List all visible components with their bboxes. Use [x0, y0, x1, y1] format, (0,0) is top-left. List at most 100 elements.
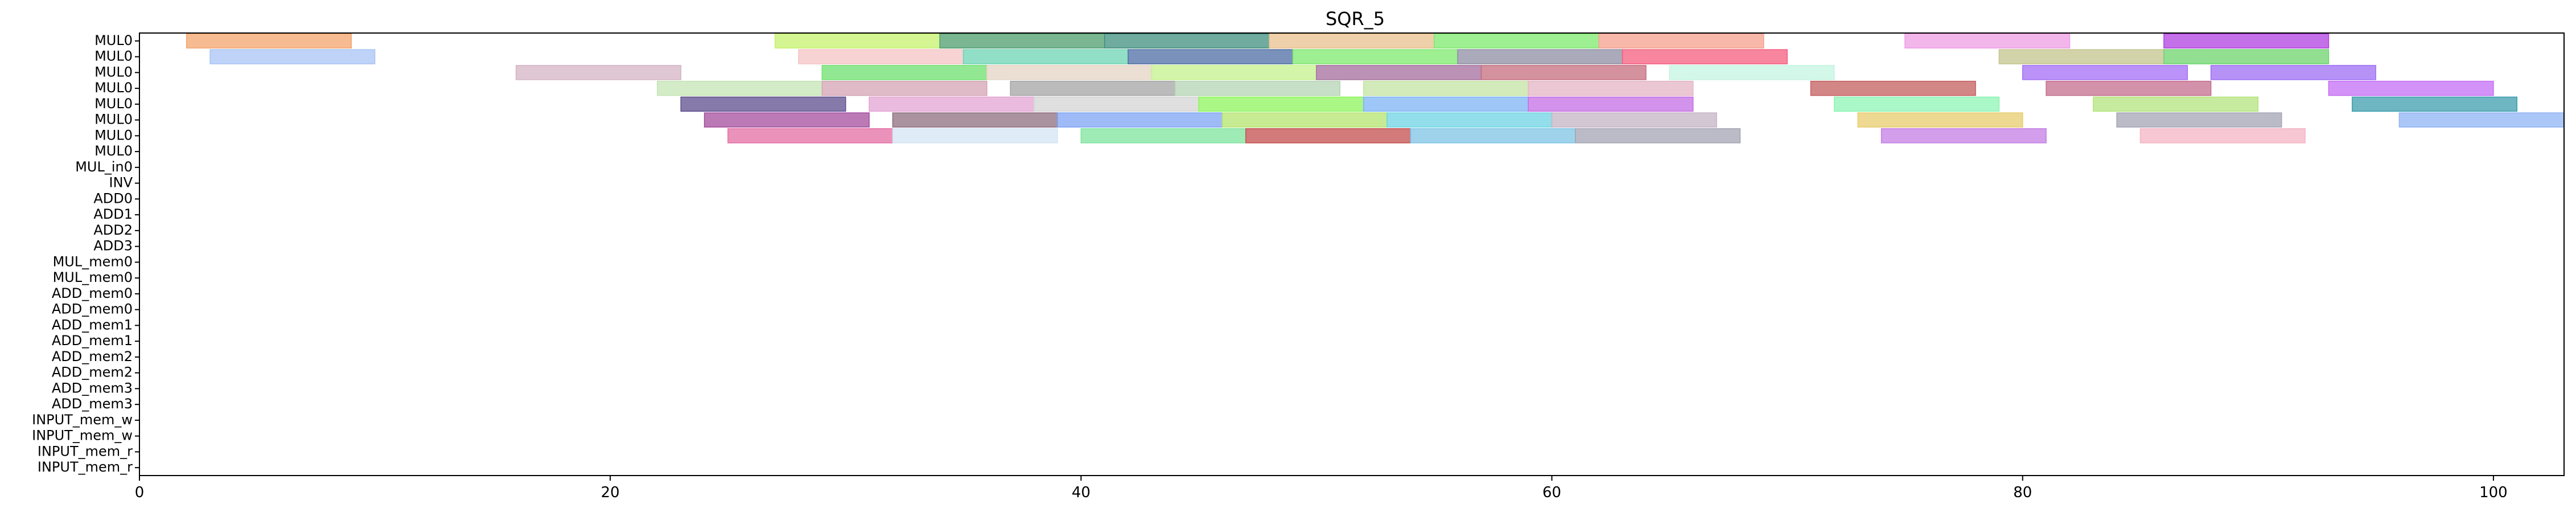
- row-label: ADD3: [93, 238, 133, 254]
- task-bar: [1904, 33, 2071, 49]
- row-label: ADD_mem1: [52, 317, 133, 333]
- row-label: ADD_mem2: [52, 349, 133, 364]
- task-bar: [1551, 112, 1717, 128]
- task-bar: [2163, 49, 2330, 64]
- task-bar: [1834, 96, 2000, 112]
- task-bar: [1057, 112, 1223, 128]
- row-label: MUL0: [94, 48, 133, 64]
- task-bar: [2116, 112, 2282, 128]
- row-label: MUL0: [94, 96, 133, 112]
- chart-title: SQR_5: [1326, 8, 1385, 30]
- row-label: INPUT_mem_w: [32, 428, 133, 444]
- task-bar: [1457, 49, 1623, 64]
- x-tick-label: 20: [601, 484, 620, 501]
- row-label: ADD_mem1: [52, 333, 133, 349]
- row-label: MUL_mem0: [53, 269, 133, 285]
- row-label: INPUT_mem_w: [32, 412, 133, 428]
- row-label: MUL0: [94, 127, 133, 143]
- row-label: ADD_mem2: [52, 364, 133, 380]
- task-bar: [1127, 49, 1294, 64]
- task-bar: [2022, 65, 2188, 80]
- x-tick-label: 40: [1072, 484, 1091, 501]
- task-bar: [1880, 128, 2047, 144]
- task-bar: [2163, 33, 2330, 49]
- row-label: INV: [109, 175, 133, 191]
- row-label: ADD1: [93, 206, 133, 222]
- task-bar: [1528, 80, 1694, 96]
- task-bar: [1316, 65, 1482, 80]
- task-bar: [680, 96, 846, 112]
- x-tick-label: 60: [1542, 484, 1561, 501]
- row-label: MUL_mem0: [53, 253, 133, 269]
- task-bars: [186, 33, 2565, 144]
- task-bar: [2093, 96, 2259, 112]
- row-label: ADD2: [93, 222, 133, 238]
- task-bar: [1363, 96, 1529, 112]
- task-bar: [1292, 49, 1458, 64]
- task-bar: [1622, 49, 1788, 64]
- task-bar: [1198, 96, 1364, 112]
- task-bar: [1363, 80, 1529, 96]
- task-bar: [821, 80, 987, 96]
- task-bar: [1010, 80, 1176, 96]
- row-label: INPUT_mem_r: [38, 443, 133, 459]
- task-bar: [1386, 112, 1553, 128]
- task-bar: [2398, 112, 2565, 128]
- task-bar: [1575, 128, 1741, 144]
- task-bar: [1810, 80, 1976, 96]
- task-bar: [1434, 33, 1600, 49]
- task-bar: [1151, 65, 1317, 80]
- x-tick-label: 80: [2013, 484, 2032, 501]
- task-bar: [1857, 112, 2023, 128]
- task-bar: [2352, 96, 2518, 112]
- task-bar: [1245, 128, 1412, 144]
- row-label: ADD_mem0: [52, 301, 133, 317]
- task-bar: [2139, 128, 2306, 144]
- task-bar: [1221, 112, 1388, 128]
- task-bar: [962, 49, 1129, 64]
- row-label: ADD_mem3: [52, 396, 133, 412]
- task-bar: [1528, 96, 1694, 112]
- task-bar: [2328, 80, 2494, 96]
- row-label: ADD0: [93, 190, 133, 206]
- x-axis-ticks: 0 20 40 60 80 100: [135, 476, 2508, 501]
- row-label: MUL0: [94, 64, 133, 80]
- row-label: ADD_mem3: [52, 380, 133, 396]
- task-bar: [1669, 65, 1835, 80]
- task-bar: [1410, 128, 1576, 144]
- task-bar: [892, 112, 1058, 128]
- task-bar: [727, 128, 894, 144]
- row-label: MUL0: [94, 143, 133, 159]
- task-bar: [939, 33, 1105, 49]
- task-bar: [1598, 33, 1764, 49]
- task-bar: [2210, 65, 2376, 80]
- row-label: MUL0: [94, 80, 133, 96]
- task-bar: [892, 128, 1058, 144]
- x-tick-label: 100: [2479, 484, 2508, 501]
- task-bar: [798, 49, 964, 64]
- task-bar: [1998, 49, 2165, 64]
- task-bar: [986, 65, 1153, 80]
- x-tick-label: 0: [135, 484, 145, 501]
- row-label: MUL0: [94, 112, 133, 128]
- row-label: ADD_mem0: [52, 285, 133, 301]
- row-label: INPUT_mem_r: [38, 459, 133, 475]
- task-bar: [869, 96, 1035, 112]
- plot-frame: [139, 32, 2565, 476]
- task-bar: [209, 49, 376, 64]
- task-bar: [1175, 80, 1341, 96]
- task-bar: [1104, 33, 1270, 49]
- task-bar: [186, 33, 352, 49]
- row-label: MUL_in0: [75, 159, 133, 175]
- task-bar: [821, 65, 987, 80]
- task-bar: [515, 65, 682, 80]
- task-bar: [657, 80, 823, 96]
- task-bar: [1269, 33, 1435, 49]
- row-label: MUL0: [94, 32, 133, 48]
- row-labels: MUL0MUL0MUL0MUL0MUL0MUL0MUL0MUL0MUL_in0I…: [32, 32, 139, 475]
- task-bar: [703, 112, 870, 128]
- task-bar: [1080, 128, 1246, 144]
- task-bar: [1480, 65, 1647, 80]
- task-bar: [1033, 96, 1199, 112]
